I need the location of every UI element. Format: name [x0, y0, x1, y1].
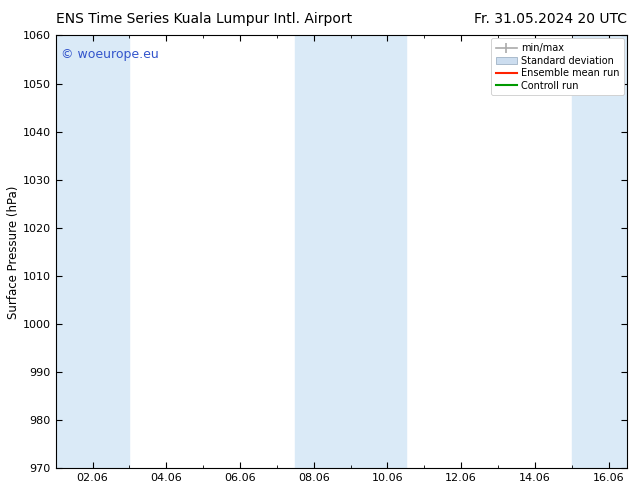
Y-axis label: Surface Pressure (hPa): Surface Pressure (hPa): [7, 185, 20, 318]
Bar: [572, 35, 627, 468]
Text: © woeurope.eu: © woeurope.eu: [61, 49, 159, 61]
Bar: [295, 35, 406, 468]
Bar: [56, 35, 129, 468]
Text: ENS Time Series Kuala Lumpur Intl. Airport: ENS Time Series Kuala Lumpur Intl. Airpo…: [56, 12, 352, 26]
Legend: min/max, Standard deviation, Ensemble mean run, Controll run: min/max, Standard deviation, Ensemble me…: [491, 38, 624, 96]
Text: Fr. 31.05.2024 20 UTC: Fr. 31.05.2024 20 UTC: [474, 12, 627, 26]
